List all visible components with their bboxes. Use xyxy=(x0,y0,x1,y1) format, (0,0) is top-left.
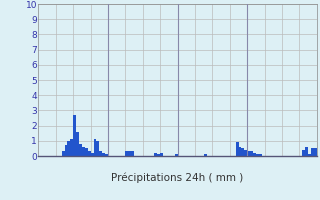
Bar xyxy=(155,153,157,156)
Bar xyxy=(308,154,311,156)
Bar xyxy=(244,150,247,156)
Bar xyxy=(79,144,82,156)
Bar xyxy=(157,154,160,156)
Bar xyxy=(314,148,317,156)
Bar xyxy=(93,139,96,156)
Bar xyxy=(70,139,73,156)
Bar xyxy=(91,153,93,156)
Bar xyxy=(76,132,79,156)
Bar xyxy=(102,153,105,156)
Bar xyxy=(259,154,262,156)
Bar xyxy=(253,153,256,156)
Bar xyxy=(125,151,128,156)
Bar xyxy=(85,148,88,156)
Bar xyxy=(256,154,259,156)
Bar xyxy=(311,148,314,156)
Bar xyxy=(175,154,178,156)
Bar xyxy=(302,150,305,156)
Bar xyxy=(82,147,85,156)
Bar xyxy=(247,151,250,156)
Bar xyxy=(88,151,91,156)
Bar xyxy=(73,115,76,156)
Bar xyxy=(96,141,99,156)
Bar xyxy=(238,147,241,156)
Bar xyxy=(61,151,65,156)
Bar xyxy=(160,153,163,156)
Bar xyxy=(305,147,308,156)
Bar xyxy=(250,151,253,156)
Bar xyxy=(105,154,108,156)
Bar xyxy=(68,141,70,156)
Bar xyxy=(131,151,134,156)
Bar xyxy=(128,151,131,156)
Bar xyxy=(65,145,68,156)
Bar xyxy=(236,142,238,156)
Bar xyxy=(204,154,207,156)
X-axis label: Précipitations 24h ( mm ): Précipitations 24h ( mm ) xyxy=(111,173,244,183)
Bar xyxy=(241,148,244,156)
Bar xyxy=(99,151,102,156)
